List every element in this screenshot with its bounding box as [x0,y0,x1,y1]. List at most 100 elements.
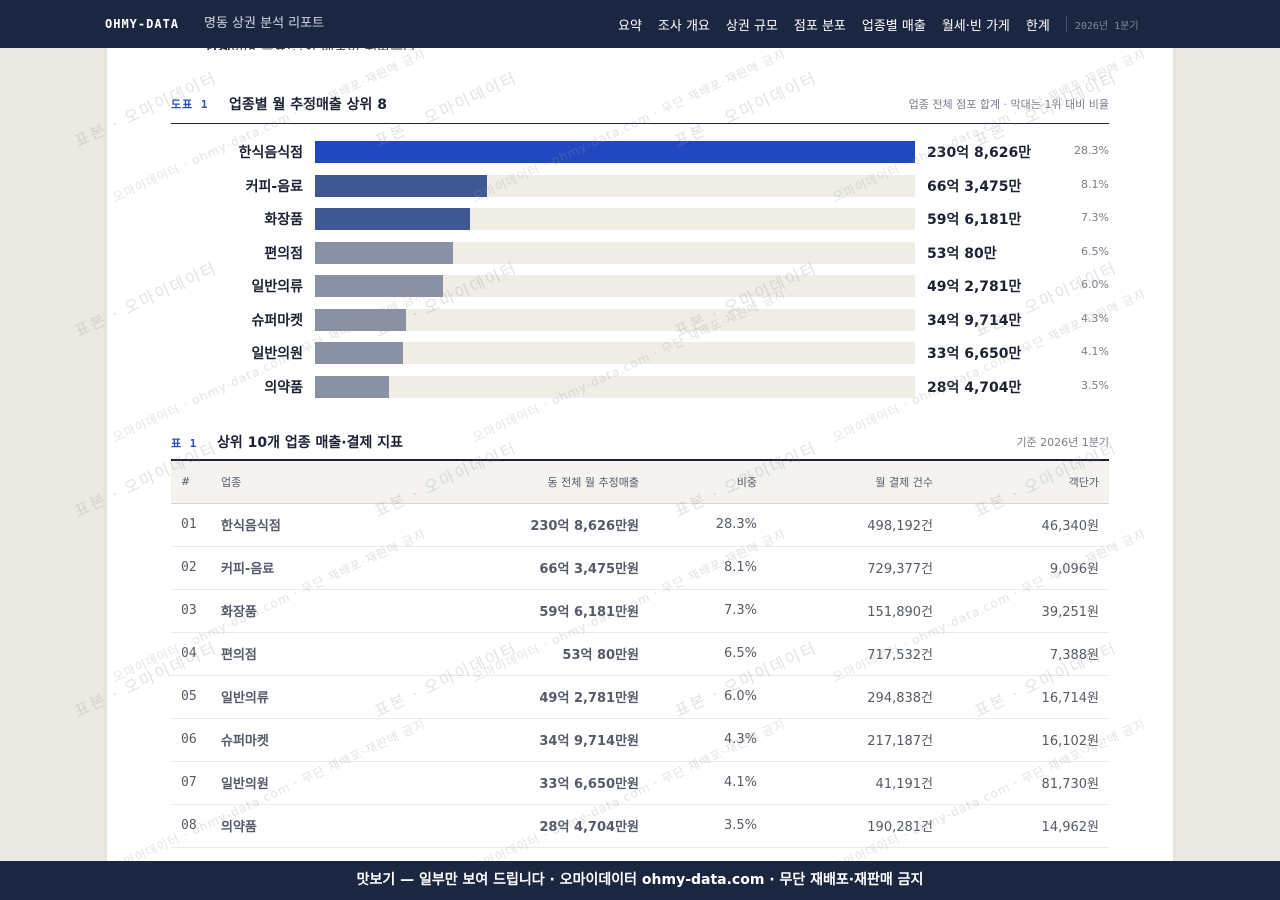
bar-label: 일반의원 [251,346,303,362]
row-sales: 230억 8,626만원 [411,503,639,547]
row-rank: 02 [171,546,221,590]
row-rank: 05 [171,675,221,719]
table-note: 기준 2026년 1분기 [1016,436,1109,449]
brand-logo[interactable]: OHMY-DATA [105,17,180,31]
bar-row: 일반의원 33억 6,650만 4.1% [171,342,1109,364]
row-rank: 01 [171,503,221,547]
bar-label: 슈퍼마켓 [251,313,303,329]
row-sales: 59억 6,181만원 [411,589,639,633]
bar-track [315,342,915,364]
top-navigation: OHMY-DATA 명동 상권 분석 리포트 요약 조사 개요 상권 규모 점포… [0,0,1280,48]
row-sales: 66억 3,475만원 [411,546,639,590]
row-count: 729,377건 [757,546,933,590]
nav-link-limitations[interactable]: 한계 [1025,18,1050,34]
row-price: 9,096원 [933,546,1109,590]
col-sales: 동 전체 월 추정매출 [411,461,639,504]
nav-link-store-distribution[interactable]: 점포 분포 [793,18,846,34]
table-row: 06 슈퍼마켓 34억 9,714만원 4.3% 217,187건 16,102원 [171,718,1109,762]
bar-label: 화장품 [264,212,303,228]
bar-row: 한식음식점 230억 8,626만 28.3% [171,141,1109,163]
col-count: 월 결제 건수 [757,461,933,504]
row-count: 151,890건 [757,589,933,633]
bar-value: 49억 2,781만 [927,279,1022,295]
bar-share: 7.3% [1081,211,1109,224]
row-rank: 03 [171,589,221,633]
row-price: 16,714원 [933,675,1109,719]
bar-label: 의약품 [264,380,303,396]
row-industry: 의약품 [221,804,411,848]
table-title: 상위 10개 업종 매출·결제 지표 [217,435,403,451]
row-share: 28.3% [639,503,757,547]
bar-track [315,208,915,230]
bar-fill [315,242,453,264]
row-rank: 08 [171,804,221,848]
table-tag: 표 1 [171,437,198,450]
col-share: 비중 [639,461,757,504]
figure-header: 도표 1 업종별 월 추정매출 상위 8 업종 전체 점포 합계 · 막대는 1… [171,92,1109,124]
row-sales: 53억 80만원 [411,632,639,676]
row-share: 4.1% [639,761,757,805]
bar-fill [315,275,443,297]
bar-row: 화장품 59억 6,181만 7.3% [171,208,1109,230]
row-rank: 07 [171,761,221,805]
row-price: 14,962원 [933,804,1109,848]
nav-links: 요약 조사 개요 상권 규모 점포 분포 업종별 매출 월세·빈 가게 한계 2… [610,0,1155,48]
bar-value: 230억 8,626만 [927,145,1032,161]
row-industry: 편의점 [221,632,411,676]
row-count: 41,191건 [757,761,933,805]
bar-row: 슈퍼마켓 34억 9,714만 4.3% [171,309,1109,331]
bar-row: 의약품 28억 4,704만 3.5% [171,376,1109,398]
bar-fill [315,175,488,197]
figure-title: 업종별 월 추정매출 상위 8 [229,97,388,113]
table-row: 04 편의점 53억 80만원 6.5% 717,532건 7,388원 [171,632,1109,676]
bar-share: 8.1% [1081,178,1109,191]
row-share: 6.5% [639,632,757,676]
nav-link-sales-by-industry[interactable]: 업종별 매출 [861,18,926,34]
row-price: 46,340원 [933,503,1109,547]
row-price: 39,251원 [933,589,1109,633]
row-industry: 슈퍼마켓 [221,718,411,762]
nav-link-market-size[interactable]: 상권 규모 [725,18,778,34]
table-row: 01 한식음식점 230억 8,626만원 28.3% 498,192건 46,340원 [171,503,1109,547]
bar-fill [315,342,403,364]
bar-row: 일반의류 49억 2,781만 6.0% [171,275,1109,297]
row-count: 217,187건 [757,718,933,762]
table-row: 03 화장품 59억 6,181만원 7.3% 151,890건 39,251원 [171,589,1109,633]
preview-footer-banner: 맛보기 — 일부만 보여 드립니다 · 오마이데이터 ohmy-data.com… [0,861,1280,900]
bar-value: 34억 9,714만 [927,313,1022,329]
bar-share: 6.0% [1081,278,1109,291]
bar-value: 28억 4,704만 [927,380,1022,396]
row-count: 498,192건 [757,503,933,547]
figure-tag: 도표 1 [171,98,209,111]
table-row: 07 일반의원 33억 6,650만원 4.1% 41,191건 81,730원 [171,761,1109,805]
table-row: 05 일반의류 49억 2,781만원 6.0% 294,838건 16,714원 [171,675,1109,719]
bar-share: 28.3% [1074,144,1109,157]
row-share: 4.3% [639,718,757,762]
bar-share: 6.5% [1081,245,1109,258]
nav-divider [1065,16,1067,32]
bar-track [315,175,915,197]
bar-label: 한식음식점 [238,145,303,161]
nav-link-summary[interactable]: 요약 [618,18,642,34]
row-rank: 06 [171,718,221,762]
table-row: 02 커피-음료 66억 3,475만원 8.1% 729,377건 9,096원 [171,546,1109,590]
bar-label: 커피-음료 [245,179,303,195]
row-industry: 한식음식점 [221,503,411,547]
nav-link-overview[interactable]: 조사 개요 [657,18,710,34]
table-row: 08 의약품 28억 4,704만원 3.5% 190,281건 14,962원 [171,804,1109,848]
row-sales: 33억 6,650만원 [411,761,639,805]
nav-link-rent-vacancy[interactable]: 월세·빈 가게 [941,18,1010,34]
row-industry: 일반의원 [221,761,411,805]
bar-row: 커피-음료 66억 3,475만 8.1% [171,175,1109,197]
bar-label: 일반의류 [251,279,303,295]
bar-share: 3.5% [1081,379,1109,392]
row-share: 7.3% [639,589,757,633]
nav-period: 2026년 1분기 [1074,20,1139,32]
col-price: 객단가 [933,461,1109,504]
table-head-row: # 업종 동 전체 월 추정매출 비중 월 결제 건수 객단가 [171,461,1109,504]
row-industry: 일반의류 [221,675,411,719]
row-count: 294,838건 [757,675,933,719]
col-rank: # [171,461,221,504]
bar-share: 4.1% [1081,345,1109,358]
report-title: 명동 상권 분석 리포트 [204,16,325,31]
